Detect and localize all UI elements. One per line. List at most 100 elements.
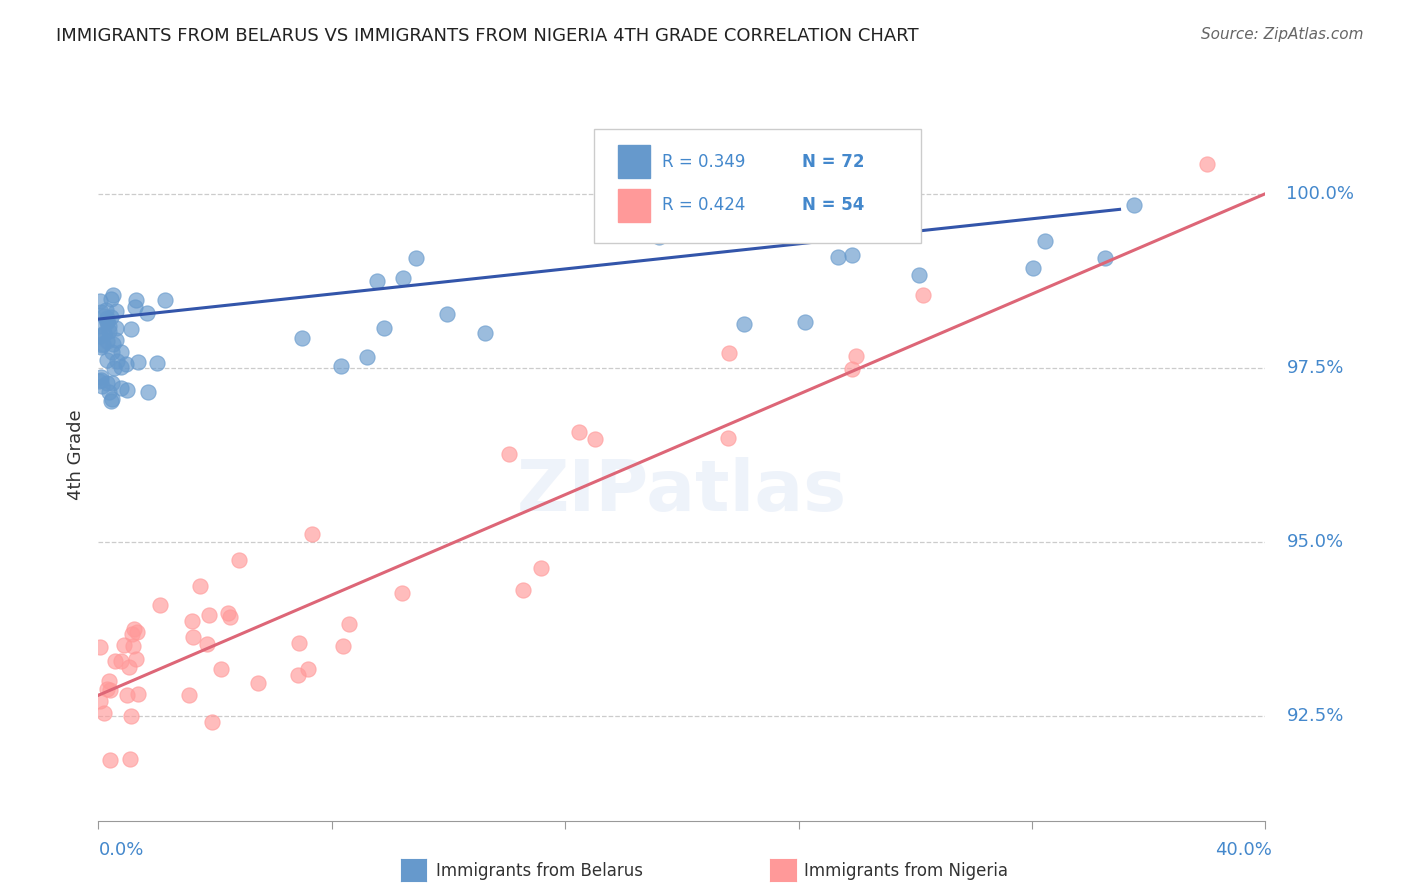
Point [100, 310, 122, 324]
Point [153, 293, 176, 307]
Point [841, 362, 863, 376]
Point [247, 675, 270, 690]
Point [188, 579, 211, 593]
Text: ZIPatlas: ZIPatlas [517, 457, 846, 526]
Point [127, 687, 149, 701]
Point [287, 668, 309, 682]
Point [120, 322, 142, 336]
Point [105, 354, 128, 368]
Point [149, 599, 172, 613]
Point [209, 662, 232, 676]
Point [288, 635, 311, 649]
Text: IMMIGRANTS FROM BELARUS VS IMMIGRANTS FROM NIGERIA 4TH GRADE CORRELATION CHART: IMMIGRANTS FROM BELARUS VS IMMIGRANTS FR… [56, 27, 920, 45]
Text: 0.0%: 0.0% [98, 840, 143, 858]
Point [716, 431, 738, 445]
Point [530, 561, 553, 575]
Point [391, 586, 413, 600]
Point [90, 373, 112, 387]
Point [908, 268, 931, 282]
Point [91, 379, 114, 393]
Point [87, 319, 110, 334]
Point [648, 230, 671, 244]
Text: 100.0%: 100.0% [1286, 185, 1354, 202]
Point [136, 385, 159, 400]
Text: N = 72: N = 72 [801, 153, 865, 170]
Point [105, 304, 128, 318]
Point [373, 321, 395, 335]
Point [337, 616, 360, 631]
Point [841, 248, 863, 262]
Point [718, 346, 741, 360]
Point [93, 706, 115, 720]
Point [474, 326, 496, 340]
Point [90, 338, 112, 352]
Point [195, 637, 218, 651]
Point [96, 376, 118, 390]
Point [217, 606, 239, 620]
Point [121, 639, 143, 653]
Point [1094, 251, 1116, 265]
Point [181, 630, 204, 644]
Point [1033, 235, 1056, 249]
Point [124, 301, 146, 315]
Point [90, 305, 112, 319]
Point [96, 353, 118, 368]
Text: N = 54: N = 54 [801, 196, 865, 214]
Point [124, 652, 146, 666]
Point [101, 288, 124, 302]
Y-axis label: 4th Grade: 4th Grade [66, 409, 84, 500]
Point [100, 393, 122, 408]
Point [125, 293, 148, 307]
Point [93, 337, 115, 351]
Point [89, 294, 111, 309]
Point [98, 324, 121, 338]
Point [733, 318, 755, 332]
Point [121, 627, 143, 641]
Point [110, 654, 132, 668]
Bar [617, 189, 651, 222]
Point [366, 274, 388, 288]
Point [218, 610, 240, 624]
Point [332, 640, 354, 654]
Point [568, 425, 591, 440]
Point [793, 315, 815, 329]
Point [97, 674, 120, 689]
Point [98, 753, 121, 767]
Point [100, 345, 122, 359]
Point [197, 608, 219, 623]
Point [297, 662, 319, 676]
Point [301, 527, 323, 541]
Point [97, 384, 120, 399]
Point [118, 752, 141, 766]
Point [200, 715, 222, 730]
Text: Source: ZipAtlas.com: Source: ZipAtlas.com [1201, 27, 1364, 42]
Text: R = 0.349: R = 0.349 [662, 153, 745, 170]
Point [112, 638, 135, 652]
Text: Immigrants from Belarus: Immigrants from Belarus [436, 862, 643, 880]
Point [98, 682, 121, 697]
Text: R = 0.424: R = 0.424 [662, 196, 745, 214]
Point [135, 306, 157, 320]
Point [330, 359, 353, 374]
Point [405, 252, 427, 266]
Point [392, 270, 415, 285]
Point [110, 360, 132, 375]
Point [122, 622, 145, 636]
Point [583, 432, 606, 446]
Point [93, 326, 115, 341]
Point [127, 624, 149, 639]
Point [96, 314, 118, 328]
Point [118, 660, 141, 674]
Point [115, 383, 138, 397]
Point [498, 446, 520, 460]
Point [1195, 157, 1218, 171]
Text: 92.5%: 92.5% [1286, 707, 1344, 725]
Point [104, 654, 127, 668]
Point [115, 357, 138, 371]
Text: Immigrants from Nigeria: Immigrants from Nigeria [804, 862, 1008, 880]
Point [845, 349, 868, 363]
Point [181, 614, 204, 628]
Point [291, 331, 314, 345]
Point [103, 361, 125, 376]
Point [89, 694, 111, 708]
